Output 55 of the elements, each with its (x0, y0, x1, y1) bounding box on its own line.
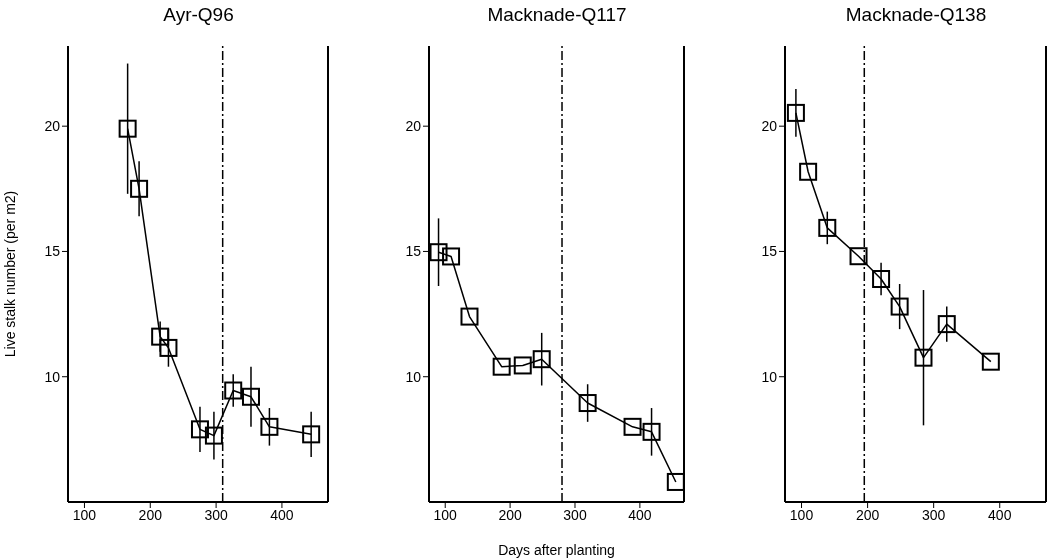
point (460, 307, 479, 326)
point (302, 425, 321, 444)
point (872, 270, 891, 289)
point (204, 426, 223, 445)
point (849, 247, 868, 266)
x-tick-label: 100 (789, 506, 814, 523)
y-tick-label: 20 (44, 118, 61, 135)
y-tick-label: 20 (405, 118, 422, 135)
x-tick-label: 300 (563, 506, 587, 523)
point (532, 350, 551, 369)
x-tick-label: 400 (270, 506, 294, 523)
chart-title: Macknade-Q138 (844, 4, 988, 26)
x-tick-label: 100 (72, 506, 97, 523)
point (118, 119, 137, 138)
x-axis-title: Days after planting (498, 542, 615, 558)
point (981, 352, 1000, 371)
point (890, 297, 909, 316)
point (799, 162, 818, 181)
point (190, 420, 209, 439)
y-tick-label: 15 (405, 243, 422, 260)
point (492, 357, 511, 376)
y-axis-title: Live stalk number (per m2) (1, 190, 18, 358)
y-tick-label: 15 (44, 243, 61, 260)
point (818, 218, 837, 237)
y-tick-label: 20 (761, 118, 778, 135)
point (623, 417, 642, 436)
point (442, 247, 461, 266)
point (642, 422, 661, 441)
point (578, 394, 597, 413)
point (130, 179, 149, 198)
point (429, 243, 448, 262)
point (241, 387, 260, 406)
point (159, 338, 178, 357)
point (786, 103, 805, 122)
point (914, 348, 933, 367)
x-tick-label: 200 (138, 506, 163, 523)
x-tick-label: 100 (433, 506, 458, 523)
y-tick-label: 10 (405, 368, 422, 385)
point (224, 381, 243, 400)
chart-title: Macknade-Q117 (486, 4, 628, 26)
point (513, 356, 532, 375)
x-tick-label: 200 (498, 506, 522, 523)
chart-title: Ayr-Q96 (162, 4, 235, 26)
y-tick-label: 10 (761, 368, 778, 385)
x-tick-label: 400 (628, 506, 652, 523)
point (260, 417, 279, 436)
x-tick-label: 300 (921, 506, 946, 523)
point (666, 472, 684, 491)
point (937, 315, 956, 334)
x-tick-label: 200 (855, 506, 880, 523)
point (151, 327, 170, 346)
x-tick-label: 300 (204, 506, 228, 523)
y-tick-label: 15 (761, 243, 778, 260)
y-tick-label: 10 (44, 368, 61, 385)
x-tick-label: 400 (988, 506, 1012, 523)
